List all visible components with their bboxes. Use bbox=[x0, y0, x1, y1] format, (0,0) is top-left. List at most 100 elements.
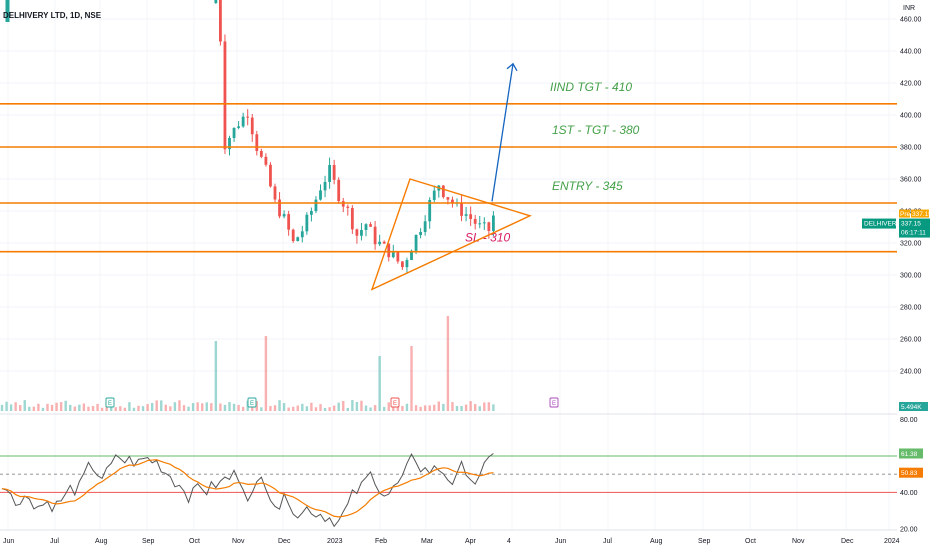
rsi-value: 61.38 bbox=[901, 451, 918, 458]
candle-body bbox=[214, 0, 218, 3]
rsi-ma-badge bbox=[899, 467, 923, 478]
earnings-marker[interactable] bbox=[390, 397, 400, 408]
volume-bar bbox=[396, 405, 400, 411]
volume-bar bbox=[205, 402, 208, 411]
volume-bar bbox=[487, 402, 491, 411]
volume-bar bbox=[173, 402, 177, 411]
symbol-label: DELHIVERY bbox=[864, 221, 901, 228]
projection-arrow bbox=[491, 63, 514, 202]
candle-body bbox=[228, 138, 231, 150]
candle-body bbox=[460, 202, 463, 216]
volume-bar bbox=[150, 402, 154, 411]
volume-bar bbox=[228, 402, 231, 411]
volume-bar bbox=[292, 406, 295, 411]
last-price: 337.15 bbox=[901, 221, 921, 228]
volume-bar bbox=[401, 405, 404, 411]
volume-bar bbox=[73, 406, 76, 411]
candle-body bbox=[369, 224, 372, 227]
volume-bar bbox=[323, 407, 327, 411]
volume-bar bbox=[319, 404, 322, 411]
candle-body bbox=[282, 214, 286, 217]
volume-bar bbox=[264, 336, 268, 411]
candle-body bbox=[250, 117, 254, 135]
candle-body bbox=[219, 0, 222, 42]
candle-body bbox=[473, 218, 477, 224]
volume-bar bbox=[59, 402, 63, 411]
candle-body bbox=[350, 207, 354, 230]
volume-bar bbox=[119, 406, 122, 411]
pre-price: 337.15 bbox=[912, 211, 932, 218]
candle-body bbox=[391, 251, 395, 258]
volume-bar bbox=[260, 407, 263, 411]
volume-bar bbox=[305, 406, 309, 411]
time-tick: Aug bbox=[650, 538, 663, 545]
volume-bar bbox=[469, 401, 472, 411]
candle-body bbox=[410, 250, 413, 261]
candle-body bbox=[237, 126, 240, 128]
candle-body bbox=[259, 150, 263, 157]
candle-body bbox=[405, 260, 409, 268]
volume-bar bbox=[364, 405, 368, 411]
candle-body bbox=[401, 261, 404, 268]
volume-bar bbox=[419, 406, 422, 411]
volume-bar bbox=[64, 400, 67, 411]
time-tick: 2024 bbox=[884, 538, 900, 545]
volume-bar bbox=[433, 404, 436, 411]
time-tick: Aug bbox=[95, 538, 108, 545]
volume-bar bbox=[437, 401, 440, 411]
volume-bar bbox=[392, 406, 395, 411]
volume-bar bbox=[9, 404, 13, 411]
earnings-marker[interactable] bbox=[105, 397, 115, 408]
volume-bar bbox=[78, 404, 81, 411]
volume-bar bbox=[360, 400, 363, 411]
volume-bar bbox=[332, 405, 336, 411]
time-tick: Apr bbox=[465, 538, 477, 545]
volume-bar bbox=[337, 402, 340, 411]
earnings-marker[interactable] bbox=[549, 397, 559, 408]
volume-bar bbox=[69, 404, 72, 411]
candle-body bbox=[464, 214, 468, 216]
rsi-tick: 80.00 bbox=[900, 417, 918, 424]
candle-body bbox=[305, 214, 309, 232]
volume-bar bbox=[132, 407, 136, 411]
volume-bar bbox=[278, 400, 281, 411]
volume-bar bbox=[32, 406, 36, 411]
candle-body bbox=[223, 41, 227, 150]
volume-bar bbox=[23, 400, 26, 411]
volume-bar bbox=[483, 402, 486, 411]
volume-bar bbox=[41, 407, 45, 411]
price-tick: 420.00 bbox=[900, 81, 922, 88]
volume-bar bbox=[255, 401, 258, 411]
rsi-line bbox=[1, 453, 494, 528]
volume-bar bbox=[464, 404, 468, 411]
volume-bar bbox=[187, 406, 190, 411]
time-tick: 4 bbox=[507, 538, 511, 545]
volume-bar bbox=[241, 406, 245, 411]
countdown-timer: 06:17:11 bbox=[901, 230, 926, 237]
candle-body bbox=[469, 214, 473, 219]
volume-bar bbox=[164, 404, 167, 411]
volume-bar bbox=[37, 403, 40, 411]
volume-bar bbox=[100, 407, 104, 411]
symmetrical-triangle bbox=[370, 178, 532, 291]
volume-bar bbox=[428, 405, 431, 411]
symbol-badge bbox=[862, 218, 896, 229]
earnings-marker[interactable] bbox=[247, 397, 257, 408]
earnings-letter: E bbox=[552, 401, 556, 407]
price-tick: 440.00 bbox=[900, 49, 922, 56]
candle-body bbox=[387, 243, 391, 258]
candle-body bbox=[241, 116, 245, 127]
volume-bar bbox=[410, 346, 413, 411]
candle-body bbox=[264, 156, 268, 165]
price-tick: 340.00 bbox=[900, 209, 922, 216]
volume-bar bbox=[442, 403, 445, 411]
volume-bar bbox=[405, 403, 409, 411]
volume-bar bbox=[383, 406, 386, 411]
candle-body bbox=[246, 116, 250, 118]
volume-bar bbox=[146, 404, 149, 411]
volume-bar bbox=[451, 402, 454, 411]
volume-bar bbox=[492, 404, 495, 411]
chart-title: DELHIVERY LTD, 1D, NSE bbox=[3, 5, 101, 23]
